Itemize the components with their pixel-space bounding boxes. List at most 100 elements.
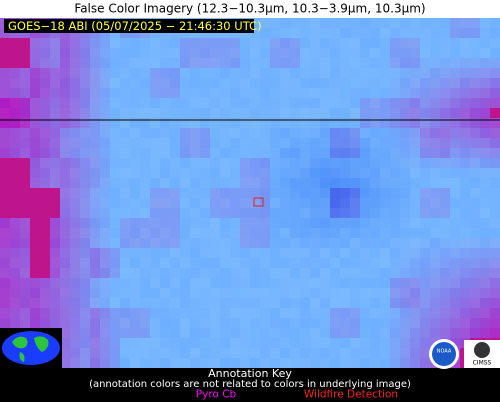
image-pixel: [160, 48, 170, 58]
image-pixel: [280, 218, 290, 228]
image-pixel: [120, 88, 130, 98]
image-pixel: [340, 98, 350, 108]
image-pixel: [100, 198, 110, 208]
image-pixel: [350, 168, 360, 178]
image-pixel: [320, 318, 330, 328]
image-pixel: [340, 48, 350, 58]
image-pixel: [220, 148, 230, 158]
image-pixel: [150, 128, 160, 138]
image-pixel: [300, 268, 310, 278]
image-pixel: [0, 188, 10, 198]
image-pixel: [440, 188, 450, 198]
image-pixel: [240, 288, 250, 298]
image-pixel: [380, 308, 390, 318]
image-pixel: [460, 18, 470, 28]
image-pixel: [260, 178, 270, 188]
image-pixel: [180, 328, 190, 338]
image-pixel: [280, 328, 290, 338]
image-pixel: [210, 328, 220, 338]
image-pixel: [250, 168, 260, 178]
image-pixel: [140, 358, 150, 368]
image-pixel: [420, 38, 430, 48]
image-pixel: [20, 148, 30, 158]
image-pixel: [380, 298, 390, 308]
image-pixel: [420, 318, 430, 328]
image-pixel: [400, 258, 410, 268]
image-pixel: [150, 318, 160, 328]
image-pixel: [50, 138, 60, 148]
image-pixel: [430, 118, 440, 128]
image-pixel: [60, 118, 70, 128]
image-pixel: [440, 218, 450, 228]
image-pixel: [180, 228, 190, 238]
image-pixel: [260, 108, 270, 118]
image-pixel: [430, 178, 440, 188]
image-pixel: [480, 198, 490, 208]
image-pixel: [250, 108, 260, 118]
image-pixel: [350, 28, 360, 38]
image-pixel: [190, 308, 200, 318]
image-pixel: [30, 278, 40, 288]
image-pixel: [410, 38, 420, 48]
image-pixel: [270, 88, 280, 98]
image-pixel: [390, 268, 400, 278]
image-pixel: [290, 258, 300, 268]
image-pixel: [30, 268, 40, 278]
image-pixel: [470, 18, 480, 28]
image-pixel: [10, 318, 20, 328]
image-pixel: [350, 218, 360, 228]
image-pixel: [420, 298, 430, 308]
image-pixel: [430, 38, 440, 48]
image-pixel: [290, 18, 300, 28]
image-pixel: [300, 338, 310, 348]
image-pixel: [440, 298, 450, 308]
image-pixel: [480, 318, 490, 328]
image-pixel: [200, 248, 210, 258]
image-pixel: [120, 98, 130, 108]
image-pixel: [10, 158, 20, 168]
image-pixel: [270, 148, 280, 158]
image-pixel: [100, 358, 110, 368]
image-pixel: [260, 18, 270, 28]
image-pixel: [150, 168, 160, 178]
image-pixel: [0, 158, 10, 168]
image-pixel: [420, 198, 430, 208]
image-pixel: [40, 168, 50, 178]
image-pixel: [220, 278, 230, 288]
image-pixel: [340, 208, 350, 218]
image-pixel: [390, 58, 400, 68]
image-pixel: [130, 38, 140, 48]
image-pixel: [40, 178, 50, 188]
image-pixel: [390, 108, 400, 118]
image-pixel: [360, 108, 370, 118]
image-pixel: [210, 178, 220, 188]
image-pixel: [50, 288, 60, 298]
image-pixel: [30, 128, 40, 138]
image-pixel: [220, 208, 230, 218]
image-pixel: [330, 178, 340, 188]
image-pixel: [400, 28, 410, 38]
image-pixel: [400, 358, 410, 368]
image-pixel: [190, 138, 200, 148]
image-pixel: [440, 98, 450, 108]
image-pixel: [330, 78, 340, 88]
image-pixel: [430, 18, 440, 28]
image-pixel: [250, 318, 260, 328]
image-pixel: [150, 328, 160, 338]
image-pixel: [40, 278, 50, 288]
image-pixel: [200, 338, 210, 348]
image-pixel: [70, 258, 80, 268]
image-pixel: [120, 58, 130, 68]
image-pixel: [250, 308, 260, 318]
image-pixel: [420, 218, 430, 228]
image-pixel: [120, 138, 130, 148]
image-pixel: [340, 118, 350, 128]
image-pixel: [170, 238, 180, 248]
image-pixel: [480, 158, 490, 168]
image-pixel: [330, 268, 340, 278]
image-pixel: [200, 328, 210, 338]
image-pixel: [150, 158, 160, 168]
image-pixel: [220, 118, 230, 128]
image-pixel: [290, 218, 300, 228]
image-pixel: [130, 58, 140, 68]
